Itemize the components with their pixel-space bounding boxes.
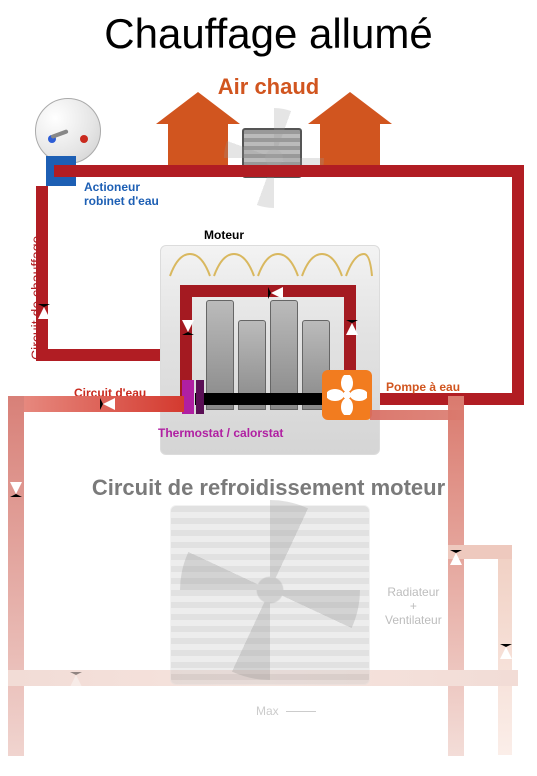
flow-arrow-icon <box>500 644 512 659</box>
max-line-icon <box>286 711 316 712</box>
heating-pipe <box>370 393 524 405</box>
flow-arrow-icon <box>70 672 82 687</box>
crankshaft-bar <box>195 393 335 405</box>
flow-arrow-icon <box>450 550 462 565</box>
heater-fan-icon <box>224 108 324 208</box>
heating-pipe <box>512 165 524 405</box>
flow-arrow-icon <box>346 320 358 335</box>
cooling-pipe <box>8 396 24 756</box>
thermostat-label: Thermostat / calorstat <box>158 426 283 440</box>
page-title: Chauffage allumé <box>0 10 537 58</box>
cooling-pipe <box>448 396 464 756</box>
heating-pipe <box>54 165 524 177</box>
motor-label: Moteur <box>204 228 244 242</box>
radiator-label: Radiateur + Ventilateur <box>385 585 442 627</box>
cooling-pipe <box>370 410 464 420</box>
dial-pointer-icon <box>50 129 68 139</box>
cooling-pipe <box>8 396 184 412</box>
flow-arrow-icon <box>10 482 22 497</box>
hot-air-arrow-right-icon <box>320 92 380 172</box>
cooling-circuit-label: Circuit de refroidissement moteur <box>0 475 537 501</box>
thermostat-icon <box>182 380 204 414</box>
flow-arrow-icon <box>100 398 115 410</box>
engine-rods-icon <box>166 250 374 282</box>
flow-arrow-icon <box>182 320 194 335</box>
heating-pipe <box>36 186 48 361</box>
dial-hot-dot-icon <box>80 135 88 143</box>
actuator-label: Actioneur robinet d'eau <box>84 180 159 208</box>
air-chaud-label: Air chaud <box>0 74 537 100</box>
main-fan-icon <box>180 500 360 680</box>
flow-arrow-icon <box>268 287 283 299</box>
hot-air-arrow-left-icon <box>168 92 228 172</box>
flow-arrow-icon <box>38 304 50 319</box>
max-label: Max <box>256 704 279 718</box>
pump-label: Pompe à eau <box>386 380 460 394</box>
water-pump-icon <box>322 370 372 420</box>
temperature-dial-icon <box>35 98 101 164</box>
